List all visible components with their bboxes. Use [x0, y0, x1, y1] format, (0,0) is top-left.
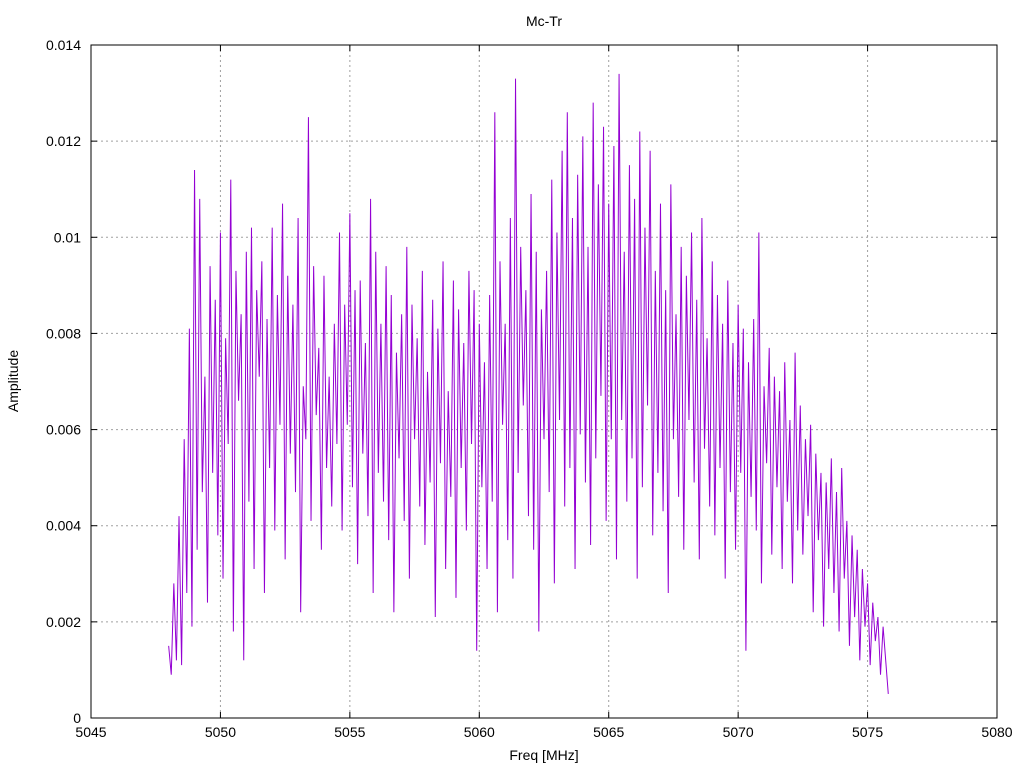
- y-tick-label: 0.01: [54, 229, 81, 245]
- y-tick-label: 0.006: [46, 422, 81, 438]
- x-tick-label: 5045: [75, 724, 106, 740]
- y-tick-label: 0.014: [46, 37, 81, 53]
- chart-title: Mc-Tr: [526, 13, 562, 29]
- x-tick-label: 5070: [723, 724, 754, 740]
- y-axis-title: Amplitude: [5, 350, 21, 412]
- y-tick-label: 0: [73, 710, 81, 726]
- x-tick-label: 5060: [464, 724, 495, 740]
- x-axis-title: Freq [MHz]: [509, 747, 578, 763]
- plot-frame: [90, 44, 998, 719]
- x-tick-label: 5080: [981, 724, 1012, 740]
- x-tick-label: 5075: [852, 724, 883, 740]
- x-tick-label: 5050: [205, 724, 236, 740]
- y-tick-label: 0.008: [46, 325, 81, 341]
- series-line: [168, 73, 889, 694]
- series-layer: [168, 73, 889, 694]
- y-tick-label: 0.012: [46, 133, 81, 149]
- x-tick-label: 5055: [334, 724, 365, 740]
- x-tick-label: 5065: [593, 724, 624, 740]
- y-tick-label: 0.004: [46, 518, 81, 534]
- ticks: 5045 5050 5055 5060 5065 5070 5075 5080 0 0.002 0.…: [46, 37, 1013, 740]
- y-tick-label: 0.002: [46, 614, 81, 630]
